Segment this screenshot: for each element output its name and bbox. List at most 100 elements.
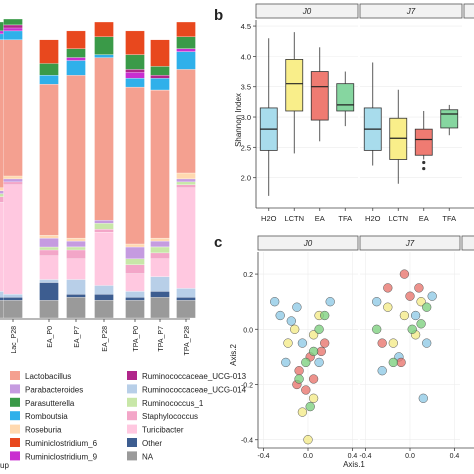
bar-segment-ruminiclostridium-6 xyxy=(150,39,170,67)
x-tick-label: EA_P7 xyxy=(74,326,81,348)
bar-segment-roseburia xyxy=(39,234,59,239)
y-tick-label: -0.2 xyxy=(241,383,253,390)
bar-segment-roseburia xyxy=(150,237,170,242)
bar-segment-other xyxy=(3,297,23,301)
legend-label-roseburia: Roseburia xyxy=(25,426,62,435)
bar-segment-ruminiclostridium-9 xyxy=(125,72,145,79)
facet-strip-c-j7 xyxy=(359,235,461,251)
legend-swatch-turicibacter xyxy=(127,424,137,434)
scatter-point xyxy=(290,324,300,334)
legend-swatch-na xyxy=(127,451,137,461)
panel-b: J0 J7 2.02.53.03.54.04.5 H2O LCTN EA TFA H2O… xyxy=(234,3,474,223)
scatter-point xyxy=(427,291,437,301)
box-j0-lctn xyxy=(285,59,304,112)
bar-segment-parabacteroides xyxy=(39,237,59,248)
scatter-point xyxy=(416,319,426,329)
bar-segment-staphylococcus xyxy=(150,252,170,259)
bar-segment-roseburia xyxy=(66,237,86,242)
scatter-point xyxy=(414,283,424,293)
bar-segment-ruminococcus-1 xyxy=(66,246,86,251)
bar-segment-lactobacillus xyxy=(66,75,86,239)
bar-segment-ruminiclostridium-6 xyxy=(39,39,59,64)
outlier-point xyxy=(422,160,426,165)
facet-strip-cut xyxy=(463,3,474,19)
bar-segment-lactobacillus xyxy=(176,69,196,174)
scatter-point xyxy=(303,435,313,445)
panel-b-y-axis: 2.0 2.5 3.0 3.5 4.0 4.5 xyxy=(241,20,474,209)
scatter-point xyxy=(297,407,308,417)
legend-swatch-other xyxy=(127,438,137,447)
x-tick-label: TPA_P28 xyxy=(184,326,191,356)
legend-swatch-roseburia xyxy=(10,424,20,434)
x-tick-label: H2O xyxy=(365,214,381,223)
legend-label-na: NA xyxy=(142,452,154,461)
bar-segment-ruminiclostridium-6 xyxy=(176,21,196,37)
y-tick-label: 0.0 xyxy=(243,327,253,334)
scatter-point xyxy=(294,366,304,376)
bar-segment-romboutsia xyxy=(66,60,86,76)
x-tick-label: 0.0 xyxy=(405,453,415,460)
bar-segment-turicibacter xyxy=(125,273,145,292)
panel-c-points xyxy=(270,269,437,445)
scatter-point xyxy=(281,357,291,368)
legend-swatch-romboutsia xyxy=(10,411,20,421)
x-tick-label: 0.4 xyxy=(450,453,460,460)
bar-segment-staphylococcus xyxy=(125,264,145,274)
bar-segment-ruminococcus-1 xyxy=(176,181,196,185)
y-tick-label: 4.5 xyxy=(241,22,251,31)
legend-swatch-parabacteroides xyxy=(10,384,20,394)
scatter-point xyxy=(301,385,311,395)
bar-segment-romboutsia xyxy=(150,78,170,91)
bar-segment-turicibacter xyxy=(94,232,114,286)
panel-c-y-axis: -0.4 -0.2 0.0 0.2 xyxy=(241,252,259,448)
bar-segment-ruminococcaceae-ucg-014 xyxy=(94,285,114,295)
legend-label-parabacteroides: Parabacteroides xyxy=(25,385,83,394)
scatter-point xyxy=(292,302,302,312)
bar-segment-ruminococcaceae-ucg-013 xyxy=(150,75,170,79)
y-tick-label: 2.5 xyxy=(241,143,251,152)
y-tick-label: 2.0 xyxy=(241,174,251,183)
scatter-point xyxy=(320,310,330,321)
panel-c-label: c xyxy=(214,234,222,251)
facet-strip-c-j0 xyxy=(257,235,359,251)
bar-segment-romboutsia xyxy=(125,78,145,88)
bar-segment-roseburia xyxy=(125,243,145,248)
x-tick-label: LCTN xyxy=(388,214,408,223)
bar-segment-other xyxy=(94,294,114,301)
bar-segment-parabacteroides xyxy=(66,240,86,248)
bar-segment-roseburia xyxy=(3,175,23,180)
panel-c-y-label: Axis.2 xyxy=(229,344,238,366)
bar-segment-ruminococcaceae-ucg-014 xyxy=(3,294,23,298)
x-tick-label: EA xyxy=(315,214,325,223)
bar-segment-turicibacter xyxy=(176,187,196,289)
box-j0-ea xyxy=(310,71,329,121)
bar-segment-other xyxy=(66,294,86,298)
bar-segment-staphylococcus xyxy=(3,181,23,185)
scatter-point xyxy=(388,357,398,368)
bar-segment-parabacteroides xyxy=(176,178,196,183)
legend-label-romboutsia: Romboutsia xyxy=(25,412,68,421)
bar-segment-romboutsia xyxy=(3,30,23,40)
bar-segment-ruminococcus-1 xyxy=(125,258,145,265)
legend-swatch-ruminiclostridium-6 xyxy=(10,438,20,447)
legend-label-ruminococcus-1: Ruminococcus_1 xyxy=(142,399,204,408)
box-j7-tfa xyxy=(440,109,459,129)
x-tick-label: -0.4 xyxy=(360,453,372,460)
bar-segment-parasutterella xyxy=(150,66,170,76)
bar-segment-other xyxy=(150,291,170,298)
legend-label-lactobacillus: Lactobacillus xyxy=(25,372,71,381)
scatter-point xyxy=(270,297,280,307)
scatter-point xyxy=(383,283,393,293)
box-j7-ea xyxy=(414,128,433,156)
bar-segment-lactobacillus xyxy=(150,89,170,239)
y-tick-label: 3.5 xyxy=(241,83,251,92)
legend-label-other: Other xyxy=(142,439,162,448)
bar-segment-lactobacillus xyxy=(3,39,23,177)
box-j7-lctn xyxy=(389,117,408,160)
box-j0-tfa xyxy=(336,83,355,112)
legend-swatch-ruminococcaceae-ucg-014 xyxy=(127,384,137,394)
bar-segment-ruminococcaceae-ucg-014 xyxy=(39,279,59,283)
bar-segment-na xyxy=(150,297,170,319)
bar-segment-turicibacter xyxy=(66,258,86,280)
